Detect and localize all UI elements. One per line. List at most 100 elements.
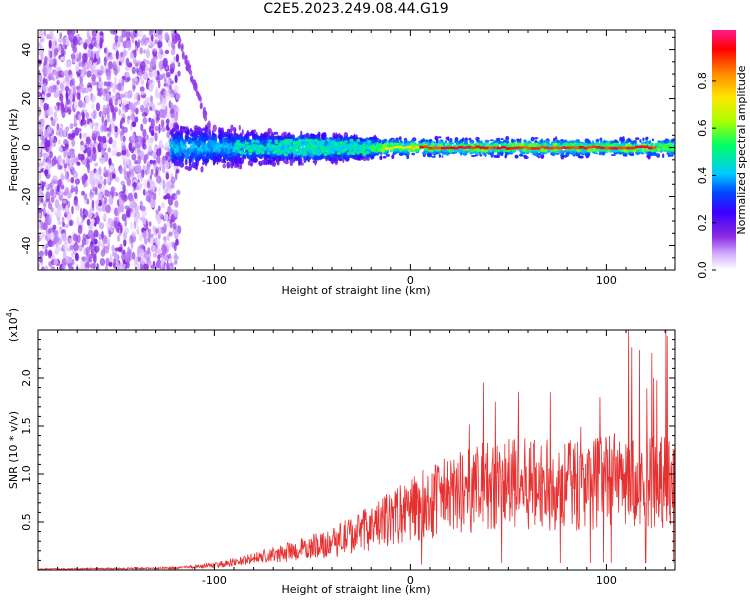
- spectrogram-noise-blob: [89, 218, 96, 224]
- spectrogram-band-blob: [647, 155, 651, 160]
- spectrogram-core-blob: [522, 148, 527, 152]
- spectrogram-noise-blob: [78, 61, 83, 67]
- spectrogram-noise-blob: [98, 242, 104, 247]
- spectrogram-core-blob: [284, 143, 289, 147]
- spectrogram-band-blob: [196, 140, 201, 148]
- spectrogram-band-blob: [272, 161, 277, 167]
- spectrogram-noise-blob: [77, 72, 81, 78]
- spectrogram-noise-blob: [160, 254, 164, 262]
- spectrogram-noise-blob: [126, 157, 130, 165]
- spectrogram-noise-blob: [60, 175, 65, 181]
- spectrogram-core-blob: [236, 139, 240, 143]
- spectrogram-noise-blob: [91, 181, 96, 191]
- spectrogram-noise-blob: [38, 81, 42, 90]
- spectrogram-noise-blob: [173, 242, 177, 252]
- spectrogram-core-blob: [245, 146, 250, 151]
- spectrogram-noise-blob: [146, 60, 150, 65]
- spectrogram-peak-cell: [609, 146, 614, 150]
- spectrogram-noise-blob: [91, 30, 97, 38]
- spectrogram-core-blob: [327, 149, 332, 153]
- spectrogram-noise-blob: [53, 111, 58, 119]
- spectrogram-noise-blob: [143, 154, 147, 165]
- spectrogram-noise-blob: [107, 147, 111, 153]
- spectrogram-band-blob: [670, 151, 675, 155]
- spectrogram-noise-blob: [91, 73, 96, 82]
- spectrogram-noise-blob: [164, 89, 170, 97]
- spectrogram-noise-blob: [130, 200, 134, 206]
- spectrogram-noise-blob: [152, 104, 156, 112]
- spectrogram-noise-blob: [70, 177, 75, 184]
- spectrogram-noise-blob: [122, 135, 126, 142]
- spectrogram-core-blob: [321, 149, 326, 153]
- spectrogram-noise-blob: [172, 222, 177, 230]
- spectrogram-noise-blob: [94, 169, 101, 178]
- spectrogram-core-blob: [285, 148, 290, 152]
- spectrogram-band-blob: [174, 135, 178, 139]
- spectrogram-noise-blob: [76, 216, 80, 226]
- spectrogram-peak-cell: [527, 147, 532, 150]
- spectrogram-core-blob: [238, 144, 243, 149]
- spectrogram-noise-blob: [101, 115, 104, 124]
- spectrogram-noise-blob: [173, 259, 178, 265]
- spectrogram-noise-blob: [163, 213, 169, 222]
- spectrogram-noise-blob: [154, 249, 159, 254]
- spectrogram-noise-blob: [175, 93, 181, 100]
- spectrogram-core-blob: [660, 143, 665, 147]
- spectrogram-noise-blob: [78, 53, 82, 62]
- spectrogram-band-blob: [547, 149, 550, 154]
- spectrogram-noise-blob: [52, 84, 57, 93]
- spectrogram-band-blob: [631, 140, 636, 144]
- spectrogram-noise-blob: [137, 135, 143, 142]
- spectrogram-noise-blob: [42, 152, 48, 158]
- spectrogram-core-blob: [525, 149, 530, 153]
- spectrogram-band-blob: [184, 150, 188, 159]
- spectrogram-noise-blob: [155, 36, 158, 44]
- spectrogram-band-blob: [500, 138, 504, 140]
- spectrogram-noise-blob: [102, 143, 108, 149]
- spectrogram-peak-cell: [466, 145, 472, 149]
- spectrogram-noise-blob: [140, 258, 146, 265]
- spectrogram-noise-blob: [140, 104, 145, 113]
- spectrogram-noise-blob: [164, 257, 170, 262]
- spectrogram-noise-blob: [161, 202, 165, 209]
- spectrogram-noise-blob: [194, 86, 198, 93]
- spectrogram-band-blob: [379, 155, 383, 160]
- spectrogram-noise-blob: [199, 103, 203, 110]
- spectrogram-noise-blob: [80, 259, 85, 267]
- spectrogram-noise-blob: [63, 78, 66, 83]
- spectrogram-peak-cell: [484, 146, 489, 150]
- spectrogram-noise-blob: [54, 247, 59, 256]
- spectrogram-noise-blob: [45, 139, 51, 148]
- spectrogram-noise-blob: [106, 118, 111, 123]
- spectrogram-noise-blob: [101, 146, 105, 156]
- spectrogram-band-blob: [204, 124, 208, 133]
- spectrogram-noise-blob: [127, 90, 133, 99]
- spectrogram-noise-blob: [163, 223, 167, 234]
- spectrogram-noise-blob: [150, 233, 154, 238]
- spectrogram-noise-blob: [54, 199, 60, 209]
- spectrogram-noise-blob: [75, 252, 79, 261]
- spectrogram-core-blob: [300, 139, 305, 143]
- spectrogram-band-blob: [198, 155, 202, 161]
- spectrogram-core-blob: [625, 143, 629, 147]
- spectrogram-noise-blob: [44, 169, 49, 175]
- spectrogram-core-blob: [355, 147, 360, 151]
- spectrogram-noise-blob: [189, 75, 193, 82]
- spectrogram-noise-blob: [123, 263, 126, 268]
- spectrogram-noise-blob: [161, 144, 164, 149]
- spectrogram-band-blob: [390, 137, 395, 140]
- spectrogram-noise-blob: [174, 252, 178, 258]
- spectrogram-noise-blob: [88, 229, 94, 238]
- spectrogram-band-blob: [218, 132, 223, 140]
- spectrogram-band-blob: [182, 126, 186, 133]
- spectrogram-noise-blob: [70, 53, 76, 60]
- spectrogram-band-blob: [191, 141, 195, 149]
- spectrogram-noise-blob: [165, 172, 170, 180]
- spectrogram-band-blob: [639, 139, 642, 143]
- spectrogram-core-blob: [623, 149, 628, 153]
- spectrogram-band-blob: [182, 139, 187, 147]
- spectrogram-band-blob: [358, 155, 362, 161]
- spectrogram-noise-blob: [89, 121, 92, 128]
- spectrogram-noise-blob: [158, 123, 161, 134]
- spectrogram-band-blob: [362, 157, 368, 161]
